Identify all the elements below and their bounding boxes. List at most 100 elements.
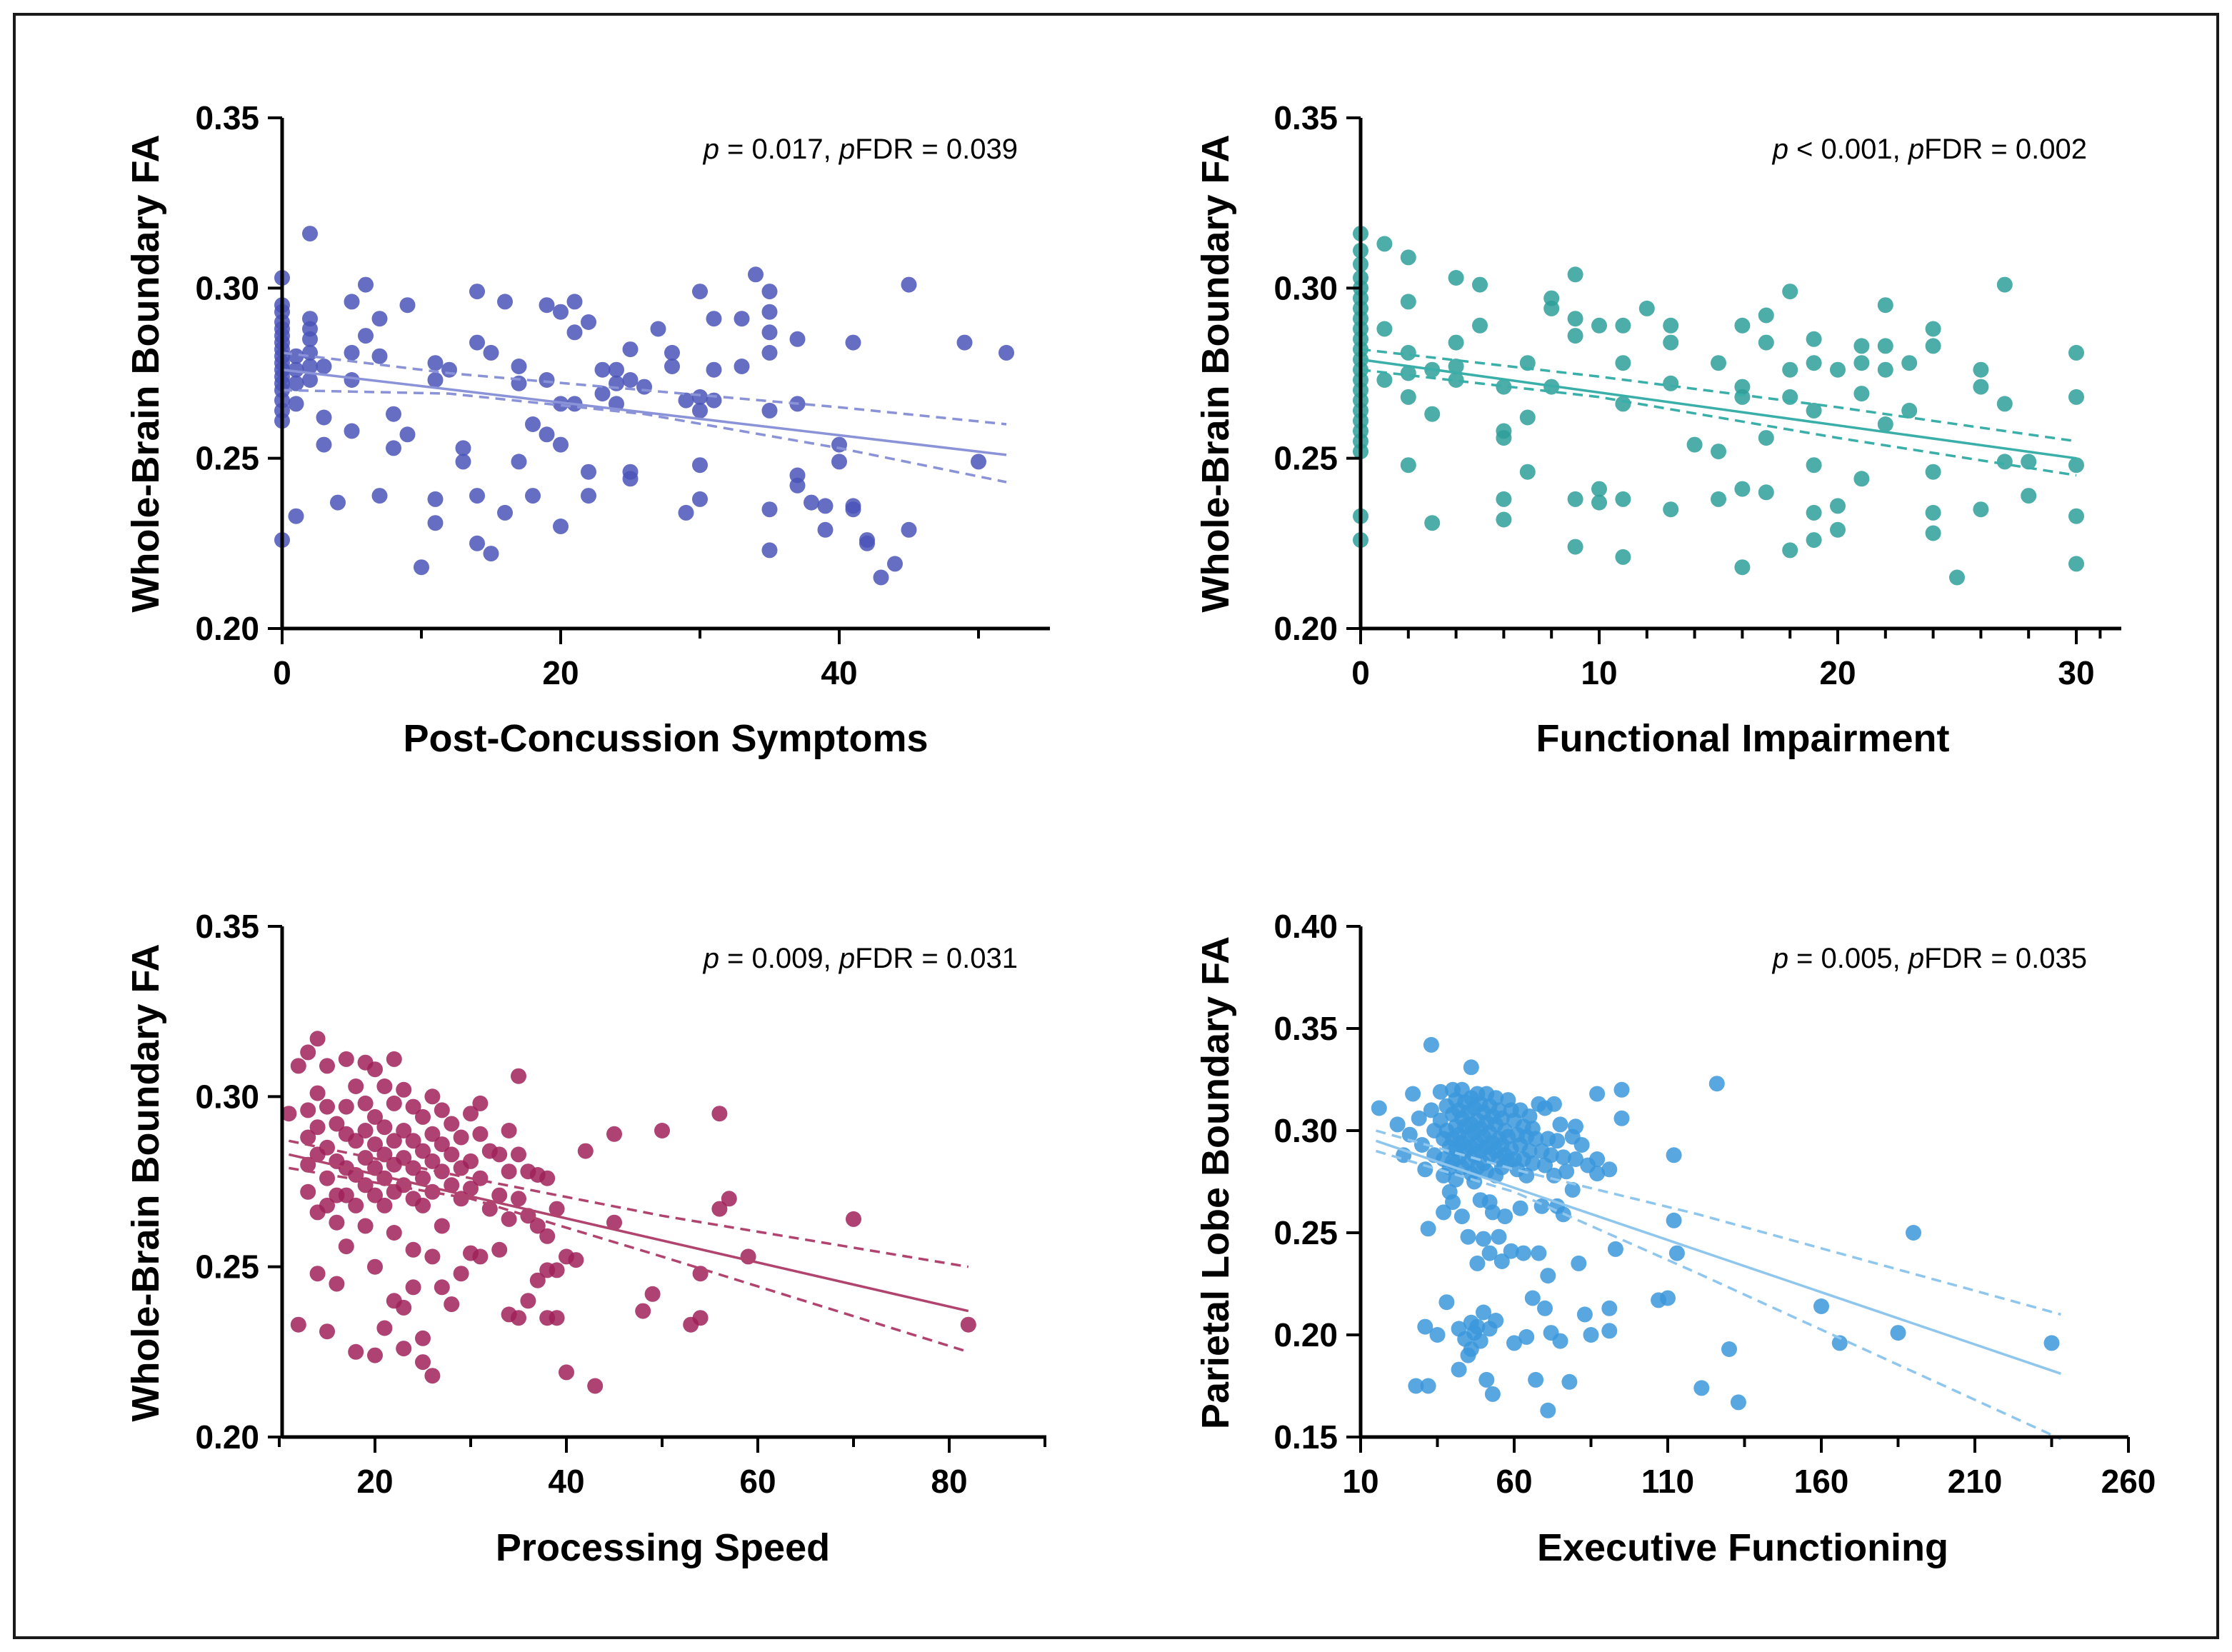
y-tick-label: 0.20 <box>195 610 259 647</box>
data-point <box>427 372 444 388</box>
data-point <box>1524 1290 1541 1306</box>
data-point <box>1573 1137 1590 1153</box>
data-point <box>472 1248 489 1265</box>
data-point <box>427 355 444 371</box>
data-point <box>1686 436 1703 453</box>
data-point <box>2021 454 2037 470</box>
data-point <box>1400 389 1416 405</box>
data-point <box>1973 379 1989 395</box>
data-point <box>1497 1208 1513 1225</box>
data-point <box>444 1116 460 1132</box>
data-point <box>1567 539 1583 555</box>
data-point <box>1496 491 1512 507</box>
data-point <box>606 1126 622 1142</box>
data-point <box>344 423 360 439</box>
plot-area <box>274 226 1014 586</box>
data-point <box>1853 338 1870 354</box>
ci-lower-line <box>1360 368 2077 477</box>
data-point <box>817 521 834 538</box>
data-point <box>396 1299 412 1316</box>
data-point <box>1568 1151 1583 1167</box>
data-point <box>405 1098 421 1115</box>
x-tick-label: 30 <box>2058 654 2094 691</box>
data-point <box>415 1330 431 1346</box>
data-point <box>635 1303 651 1319</box>
data-point <box>319 1058 335 1074</box>
data-point <box>1666 1212 1682 1228</box>
x-tick-label: 0 <box>1351 654 1370 691</box>
data-point <box>316 359 332 374</box>
y-axis-label: Parietal Lobe Boundary FA <box>1194 936 1237 1429</box>
data-point <box>761 284 778 300</box>
data-point <box>1831 1335 1848 1351</box>
data-point <box>1949 569 1965 586</box>
data-point <box>348 1343 364 1360</box>
data-point <box>692 389 708 405</box>
data-point <box>1615 491 1631 507</box>
data-point <box>1806 402 1822 419</box>
data-point <box>415 1197 431 1213</box>
data-point <box>1925 504 1941 521</box>
y-tick-label: 0.30 <box>195 1078 259 1115</box>
data-point <box>539 372 555 388</box>
y-tick-label: 0.30 <box>1273 1112 1338 1149</box>
data-point <box>845 501 861 518</box>
data-point <box>376 1119 393 1136</box>
data-point <box>1877 361 1893 378</box>
data-point <box>405 1279 421 1296</box>
data-point <box>566 294 583 310</box>
data-point <box>622 372 639 388</box>
data-point <box>549 1310 565 1326</box>
data-point <box>497 294 513 310</box>
data-point <box>1567 491 1583 507</box>
y-tick-label: 0.30 <box>195 269 259 306</box>
data-point <box>1448 372 1464 388</box>
y-axis-label: Whole-Brain Boundary FA <box>1194 134 1237 612</box>
data-point <box>1424 515 1441 531</box>
data-point <box>1708 1076 1725 1092</box>
data-point <box>1973 361 1989 378</box>
data-point <box>1540 1402 1556 1418</box>
data-point <box>1711 491 1726 507</box>
data-point <box>357 1218 374 1234</box>
data-point <box>1488 1313 1504 1328</box>
data-point <box>376 1197 393 1213</box>
data-point <box>1890 1325 1906 1341</box>
data-point <box>1524 1155 1541 1171</box>
ci-upper-line <box>1360 348 2077 443</box>
data-point <box>1371 1100 1387 1116</box>
data-point <box>290 1058 306 1074</box>
data-point <box>455 454 471 470</box>
data-point <box>300 1102 316 1118</box>
data-point <box>376 1146 393 1163</box>
data-point <box>1830 361 1846 378</box>
x-axis-label: Executive Functioning <box>1537 1526 1948 1569</box>
data-point <box>367 1187 383 1203</box>
data-point <box>1484 1204 1501 1221</box>
data-point <box>664 344 680 361</box>
data-point <box>553 304 569 320</box>
x-tick-label: 210 <box>1948 1463 2003 1500</box>
data-point <box>1925 321 1941 337</box>
data-point <box>1531 1245 1547 1261</box>
data-point <box>1615 549 1631 565</box>
data-point <box>415 1170 431 1186</box>
data-point <box>1528 1131 1544 1147</box>
data-point <box>302 226 318 242</box>
data-point <box>789 331 806 347</box>
data-point <box>577 1143 594 1159</box>
data-point <box>1901 402 1918 419</box>
data-point <box>706 361 722 378</box>
data-point <box>1558 1163 1575 1180</box>
ci-upper-line <box>281 351 1007 426</box>
data-point <box>706 311 722 327</box>
data-point <box>309 1266 326 1282</box>
data-point <box>539 426 555 443</box>
y-tick-label: 0.30 <box>1273 269 1338 306</box>
data-point <box>316 436 332 453</box>
data-point <box>469 488 485 504</box>
data-point <box>1734 389 1751 405</box>
data-point <box>901 276 917 293</box>
data-point <box>553 396 569 412</box>
data-point <box>1555 1149 1571 1166</box>
